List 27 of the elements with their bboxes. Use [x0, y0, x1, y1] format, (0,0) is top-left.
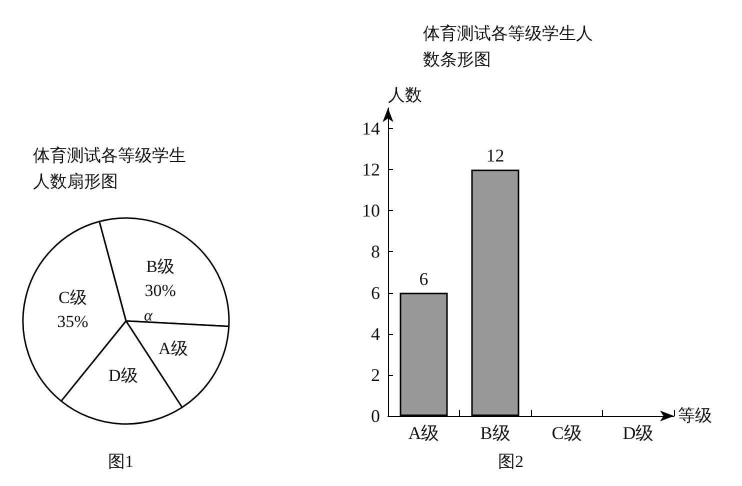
slice-label: C级 [58, 288, 87, 308]
data-label: 30% [144, 281, 176, 300]
data-label: 6 [419, 268, 428, 289]
y-tick-label: 8 [371, 242, 380, 262]
slice-label: D级 [108, 366, 138, 385]
caption: 图2 [498, 452, 524, 471]
data-label: 12 [486, 146, 504, 166]
y-tick-label: 0 [371, 406, 380, 426]
slice-label: A级 [158, 338, 188, 358]
x-tick-label: B级 [480, 423, 510, 443]
y-tick-label: 12 [362, 160, 380, 180]
x-tick-label: C级 [552, 423, 582, 443]
x-axis-title: 等级 [678, 406, 712, 426]
x-tick-label: D级 [622, 423, 654, 443]
y-tick-label: 10 [362, 200, 380, 221]
caption: 图1 [108, 452, 134, 471]
slice-label: B级 [146, 257, 174, 276]
y-tick-label: 14 [362, 118, 380, 139]
y-tick-label: 2 [371, 364, 380, 385]
chart-title: 体育测试各等级学生人数条形图 [423, 24, 593, 70]
x-tick-label: A级 [408, 423, 440, 443]
data-label: 35% [57, 312, 88, 332]
text: α [144, 308, 153, 324]
y-tick-label: 4 [371, 324, 380, 344]
y-axis-title: 人数 [388, 86, 422, 106]
y-tick-label: 6 [371, 282, 380, 303]
chart-title: 体育测试各等级学生人数扇形图 [33, 146, 186, 192]
